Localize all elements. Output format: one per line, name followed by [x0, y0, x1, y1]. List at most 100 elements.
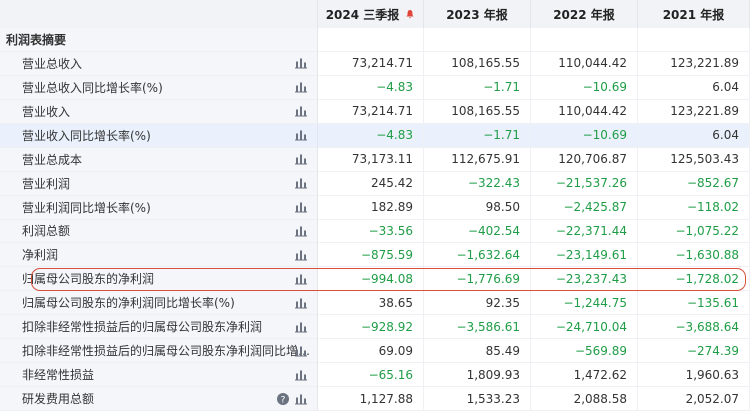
chart-icon[interactable]	[295, 345, 307, 357]
cell-text: −322.43	[467, 176, 520, 191]
cell-text: −1,630.88	[675, 247, 740, 262]
row-label[interactable]: 营业利润	[0, 171, 318, 196]
cell-text: 利润表摘要	[6, 33, 67, 47]
cell-text: 73,214.71	[351, 56, 413, 71]
cell-text: −10.69	[582, 128, 627, 143]
value-cell: 1,533.23	[424, 387, 531, 411]
chart-icon[interactable]	[295, 202, 307, 213]
blank-cell	[531, 28, 638, 52]
value-cell: 85.49	[424, 339, 531, 364]
cell-text: −4.83	[376, 80, 413, 95]
row-label[interactable]: 归属母公司股东的净利润同比增长率(%)	[0, 291, 318, 316]
chart-icon[interactable]	[295, 393, 307, 405]
cell-text: −569.89	[574, 343, 627, 358]
chart-icon[interactable]	[295, 130, 307, 141]
value-cell: 2,088.58	[531, 387, 638, 411]
row-label[interactable]: 营业收入	[0, 99, 318, 124]
row-label[interactable]: 营业利润同比增长率(%)	[0, 195, 318, 220]
cell-text: −10.69	[582, 80, 627, 95]
cell-text: −65.16	[368, 367, 413, 382]
row-label[interactable]: 净利润	[0, 243, 318, 268]
row-label[interactable]: 营业总成本	[0, 147, 318, 172]
chart-icon[interactable]	[295, 178, 307, 189]
row-label[interactable]: 利润总额	[0, 219, 318, 244]
value-cell: 120,706.87	[531, 147, 638, 172]
value-cell: −135.61	[638, 291, 750, 316]
column-header[interactable]: 2023 年报	[424, 0, 531, 28]
chart-icon[interactable]	[295, 58, 307, 69]
chart-icon[interactable]	[295, 225, 307, 237]
value-cell: −4.83	[318, 75, 424, 100]
value-cell: −33.56	[318, 219, 424, 244]
help-icon[interactable]: ?	[277, 392, 289, 405]
cell-text: −1,728.02	[675, 271, 740, 286]
row-label[interactable]: 扣除非经常性损益后的归属母公司股东净利润同比增…	[0, 339, 318, 364]
chart-icon[interactable]	[295, 297, 307, 309]
row-label[interactable]: 营业收入同比增长率(%)	[0, 123, 318, 148]
cell-text: 营业收入同比增长率(%)	[22, 128, 151, 143]
value-cell: −1,630.88	[638, 243, 750, 268]
cell-text: −23,237.43	[555, 271, 627, 286]
chart-icon[interactable]	[295, 82, 307, 93]
cell-text: −274.39	[686, 343, 739, 358]
value-cell: 38.65	[318, 291, 424, 316]
cell-text: −3,688.64	[675, 319, 740, 334]
blank-cell	[318, 28, 424, 52]
cell-text: 120,706.87	[558, 152, 627, 167]
cell-text: −402.54	[467, 223, 520, 238]
bell-icon	[406, 10, 414, 19]
cell-text: 245.42	[371, 176, 413, 191]
row-label[interactable]: 非经常性损益	[0, 363, 318, 388]
cell-text: 112,675.91	[451, 152, 520, 167]
cell-text: 38.65	[378, 295, 413, 310]
value-cell: −1,632.64	[424, 243, 531, 268]
cell-text: 98.50	[485, 200, 520, 215]
row-label[interactable]: 扣除非经常性损益后的归属母公司股东净利润	[0, 315, 318, 340]
cell-text: −852.67	[686, 176, 739, 191]
value-cell: −118.02	[638, 195, 750, 220]
cell-text: 1,472.62	[573, 367, 627, 382]
chart-icon[interactable]	[295, 369, 307, 381]
cell-text: 92.35	[485, 295, 520, 310]
cell-text: 2,052.07	[685, 391, 739, 406]
cell-text: 营业总收入	[22, 56, 83, 71]
column-header[interactable]: 2022 年报	[531, 0, 638, 28]
value-cell: 112,675.91	[424, 147, 531, 172]
cell-text: 营业收入	[22, 104, 71, 119]
cell-text: 69.09	[378, 343, 413, 358]
chart-icon[interactable]	[295, 321, 307, 333]
value-cell: 73,214.71	[318, 99, 424, 124]
value-cell: 110,044.42	[531, 99, 638, 124]
chart-icon[interactable]	[295, 273, 307, 285]
value-cell: −2,425.87	[531, 195, 638, 220]
row-label[interactable]: 营业总收入同比增长率(%)	[0, 75, 318, 100]
cell-text: 1,127.88	[359, 391, 413, 406]
cell-text: 2023 年报	[446, 7, 508, 22]
chart-icon[interactable]	[295, 154, 307, 165]
value-cell: −3,688.64	[638, 315, 750, 340]
cell-text: −2,425.87	[563, 200, 628, 215]
cell-text: −21,537.26	[555, 176, 627, 191]
cell-text: 营业总成本	[22, 152, 83, 167]
value-cell: 125,503.43	[638, 147, 750, 172]
value-cell: 1,472.62	[531, 363, 638, 388]
row-label[interactable]: 营业总收入	[0, 52, 318, 76]
cell-text: −1,632.64	[456, 247, 521, 262]
section-title: 利润表摘要	[0, 28, 318, 52]
column-header[interactable]: 2021 年报	[638, 0, 750, 28]
cell-text: 净利润	[22, 248, 59, 263]
value-cell: 6.04	[638, 123, 750, 148]
value-cell: −1,075.22	[638, 219, 750, 244]
value-cell: −65.16	[318, 363, 424, 388]
value-cell: −21,537.26	[531, 171, 638, 196]
row-label[interactable]: 研发费用总额?	[0, 387, 318, 411]
chart-icon[interactable]	[295, 249, 307, 261]
chart-icon[interactable]	[295, 106, 307, 117]
cell-text: −1.71	[483, 80, 520, 95]
column-header[interactable]: 2024 三季报	[318, 0, 424, 28]
value-cell: −852.67	[638, 171, 750, 196]
cell-text: 非经常性损益	[22, 368, 95, 383]
value-cell: 73,214.71	[318, 52, 424, 76]
cell-text: −24,710.04	[555, 319, 627, 334]
header-blank	[0, 0, 318, 28]
